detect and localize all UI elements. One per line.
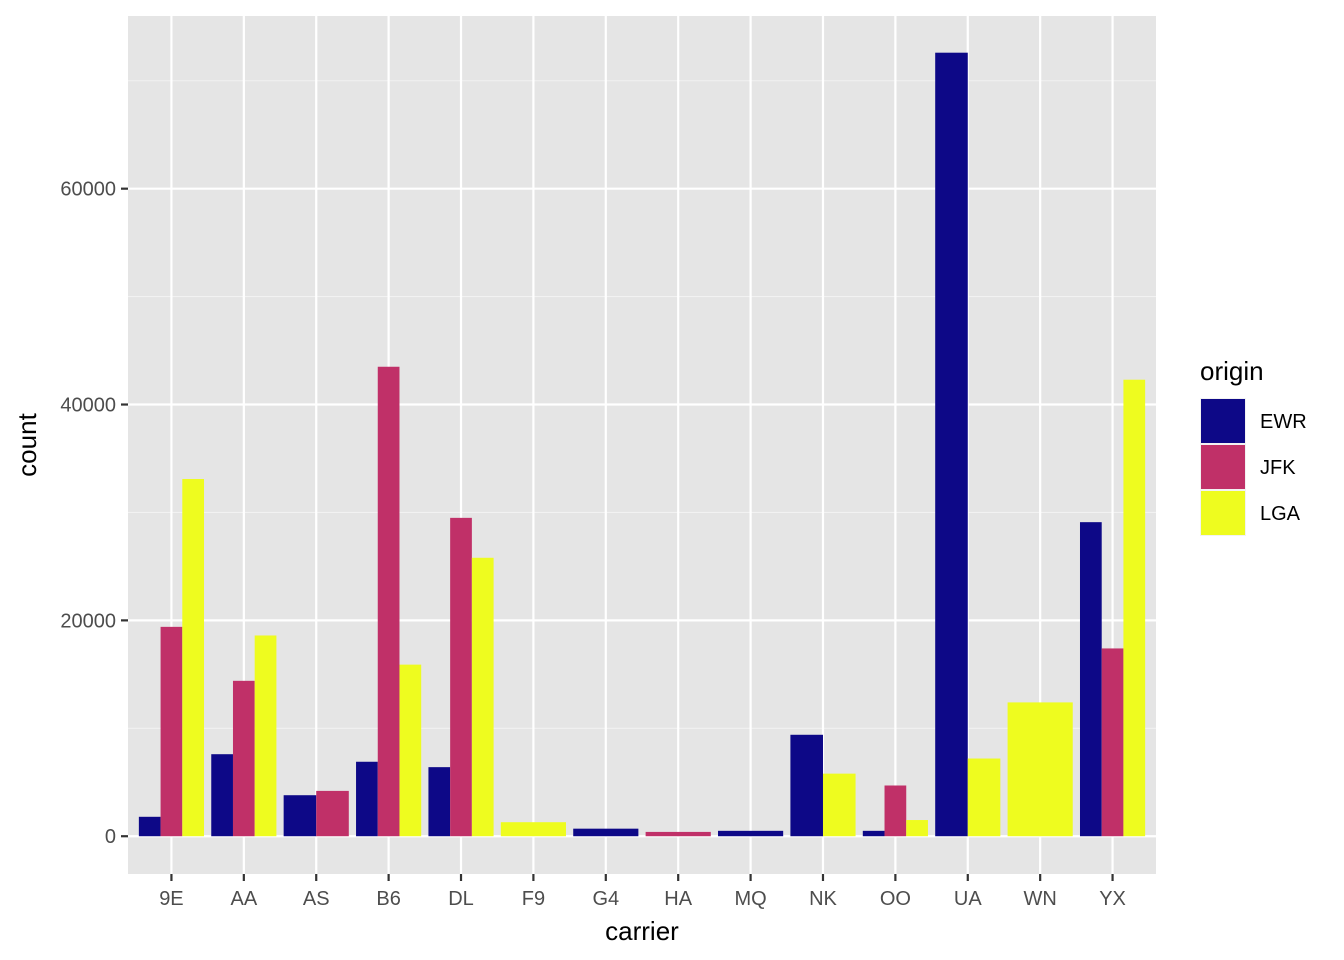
plot-panel bbox=[128, 16, 1156, 874]
bar-9E-JFK bbox=[160, 626, 183, 837]
bar-B6-EWR bbox=[356, 761, 378, 837]
bar-OO-EWR bbox=[862, 830, 885, 837]
x-tick-label: 9E bbox=[159, 888, 183, 910]
bar-HA-JFK bbox=[645, 831, 711, 837]
bar-YX-EWR bbox=[1079, 522, 1102, 837]
bar-YX-LGA bbox=[1123, 379, 1146, 837]
x-tick-label: NK bbox=[809, 888, 837, 910]
legend-swatch-LGA bbox=[1201, 491, 1245, 535]
bar-YX-JFK bbox=[1101, 648, 1124, 837]
x-tick-label: WN bbox=[1024, 888, 1057, 910]
bar-NK-LGA bbox=[822, 773, 856, 837]
bar-F9-LGA bbox=[500, 822, 566, 837]
x-axis-ticks: 9E AA AS B6 DL F9 G4 HA MQ NK OO UA WN YX bbox=[159, 874, 1126, 910]
bar-G4-EWR bbox=[573, 828, 639, 837]
bar-WN-LGA bbox=[1007, 702, 1073, 837]
bar-DL-EWR bbox=[428, 767, 451, 837]
y-axis-title: count bbox=[12, 412, 42, 476]
legend-label-JFK: JFK bbox=[1260, 457, 1296, 479]
bar-OO-JFK bbox=[884, 785, 907, 837]
x-axis-title: carrier bbox=[605, 916, 679, 946]
x-tick-label: OO bbox=[880, 888, 911, 910]
y-tick-label: 40000 bbox=[60, 395, 116, 417]
bars bbox=[138, 52, 1146, 837]
bar-DL-LGA bbox=[471, 557, 494, 837]
x-tick-label: B6 bbox=[376, 888, 400, 910]
legend-label-LGA: LGA bbox=[1260, 503, 1301, 525]
legend: origin EWR JFK LGA bbox=[1200, 356, 1307, 536]
bar-NK-EWR bbox=[790, 734, 823, 837]
legend-swatch-JFK bbox=[1201, 445, 1245, 489]
x-tick-label: DL bbox=[448, 888, 474, 910]
legend-label-EWR: EWR bbox=[1260, 411, 1307, 433]
bar-AA-LGA bbox=[254, 635, 277, 837]
bar-AA-JFK bbox=[232, 680, 255, 837]
bar-9E-LGA bbox=[182, 478, 205, 837]
bar-UA-EWR bbox=[935, 52, 968, 837]
legend-swatch-EWR bbox=[1201, 399, 1245, 443]
x-tick-label: AS bbox=[303, 888, 330, 910]
x-tick-label: AA bbox=[230, 888, 257, 910]
x-tick-label: UA bbox=[954, 888, 982, 910]
x-tick-label: YX bbox=[1099, 888, 1126, 910]
y-axis-ticks: 0 20000 40000 60000 bbox=[60, 179, 128, 848]
y-tick-label: 20000 bbox=[60, 610, 116, 632]
legend-title: origin bbox=[1200, 356, 1264, 386]
y-tick-label: 0 bbox=[105, 826, 116, 848]
bar-AS-JFK bbox=[316, 790, 349, 837]
x-tick-label: F9 bbox=[522, 888, 545, 910]
bar-OO-LGA bbox=[906, 820, 928, 837]
x-tick-label: MQ bbox=[734, 888, 766, 910]
bar-MQ-EWR bbox=[718, 830, 784, 837]
bar-AS-EWR bbox=[283, 795, 317, 837]
bar-DL-JFK bbox=[450, 517, 472, 837]
x-tick-label: G4 bbox=[592, 888, 619, 910]
y-tick-label: 60000 bbox=[60, 179, 116, 201]
x-tick-label: HA bbox=[664, 888, 692, 910]
bar-UA-LGA bbox=[967, 758, 1001, 837]
bar-B6-LGA bbox=[399, 664, 422, 837]
bar-9E-EWR bbox=[138, 816, 161, 837]
bar-B6-JFK bbox=[377, 366, 400, 837]
bar-AA-EWR bbox=[211, 754, 233, 837]
